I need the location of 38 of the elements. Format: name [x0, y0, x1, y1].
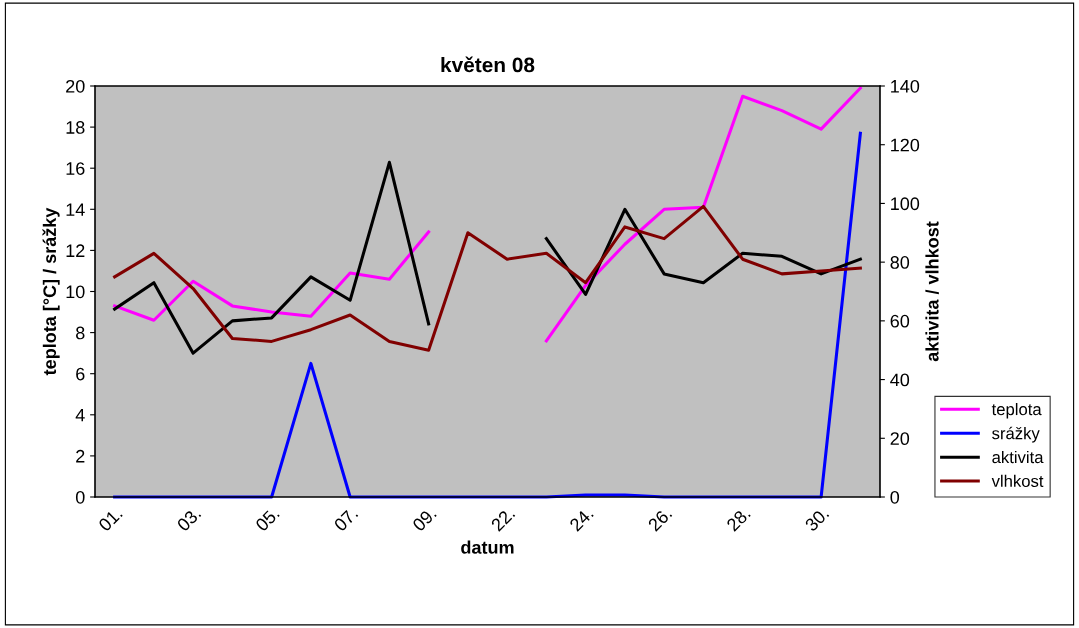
- x-tick-label: 03.: [176, 506, 202, 532]
- y-tick-label: 18: [66, 121, 85, 134]
- x-tick-label: 30.: [804, 506, 830, 532]
- legend-label: vlhkost: [991, 474, 1044, 488]
- y-tick-label: 0: [75, 490, 85, 504]
- x-tick-label: 24.: [568, 506, 594, 532]
- x-tick-label: 07.: [333, 506, 359, 532]
- legend-label: teplota: [991, 402, 1042, 419]
- y2-tick-label: 140: [891, 79, 920, 93]
- x-tick-label: 01.: [97, 506, 123, 532]
- y-tick-label: 12: [66, 244, 85, 257]
- y-tick-label: 10: [66, 285, 85, 299]
- x-tick-label: 09.: [411, 506, 437, 532]
- y2-tick-label: 40: [890, 373, 910, 387]
- y-tick-label: 16: [66, 162, 85, 175]
- line-series: [113, 131, 862, 499]
- y2-tick-label: 120: [891, 138, 920, 152]
- y2-tick-label: 100: [891, 197, 920, 211]
- y-tick-label: 4: [75, 408, 85, 422]
- y2-tick-label: 60: [890, 314, 910, 328]
- y-tick-label: 6: [76, 367, 85, 381]
- y-tick-label: 2: [76, 449, 85, 463]
- x-tick-label: 22.: [490, 506, 516, 532]
- y-tick-label: 20: [66, 79, 85, 93]
- y-tick-label: 14: [66, 203, 85, 216]
- x-tick-label: 28.: [725, 506, 751, 532]
- legend-label: aktivita: [992, 450, 1044, 464]
- legend-label: srážky: [992, 426, 1040, 443]
- y2-tick-label: 0: [890, 490, 900, 504]
- y2-axis-title: aktivita / vlhkost: [925, 221, 939, 362]
- x-tick-label: 26.: [647, 506, 673, 532]
- y2-tick-label: 20: [890, 432, 910, 446]
- chart-title: květen 08: [441, 56, 535, 73]
- x-tick-label: 05.: [254, 506, 280, 532]
- y-axis-title: teplota [°C] / srážky: [42, 207, 60, 376]
- y2-tick-label: 80: [890, 256, 910, 269]
- x-axis-title: datum: [461, 540, 514, 554]
- y-tick-label: 8: [76, 326, 85, 340]
